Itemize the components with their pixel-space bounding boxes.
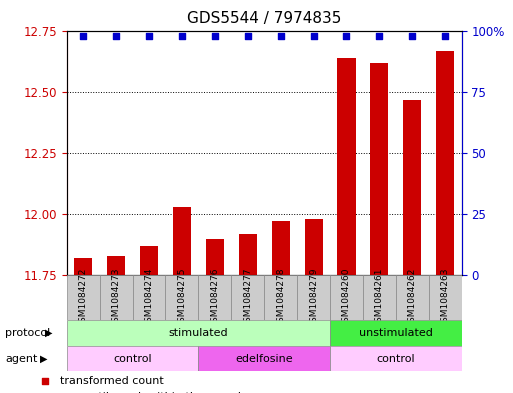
Bar (107, 255, 125, 275)
Bar (403, 100, 421, 275)
Text: GSM1084277: GSM1084277 (243, 268, 252, 328)
Text: GSM1084272: GSM1084272 (78, 268, 88, 328)
Point (342, 33, 350, 39)
Bar (338, 58, 356, 275)
Bar (231, 275, 264, 320)
Text: GSM1084276: GSM1084276 (210, 268, 220, 328)
Point (286, 154, 294, 161)
Point (376, 33, 384, 39)
Bar (173, 207, 191, 275)
Text: agent: agent (5, 354, 37, 364)
Point (286, 296, 294, 302)
Bar (199, 275, 231, 320)
Bar (436, 51, 455, 275)
Point (211, 33, 219, 39)
Text: GSM1084262: GSM1084262 (408, 268, 417, 328)
Bar (297, 275, 330, 320)
Text: percentile rank within the sample: percentile rank within the sample (60, 392, 248, 393)
Point (244, 33, 252, 39)
Text: control: control (113, 354, 152, 364)
Bar (330, 320, 462, 346)
Text: GSM1084274: GSM1084274 (145, 268, 153, 328)
Point (145, 33, 153, 39)
Point (277, 33, 285, 39)
Bar (264, 275, 297, 320)
Bar (330, 346, 462, 371)
Bar (165, 275, 199, 320)
Point (178, 33, 186, 39)
Bar (429, 275, 462, 320)
Bar (330, 275, 363, 320)
Point (79, 33, 87, 39)
Point (408, 33, 417, 39)
Text: GSM1084279: GSM1084279 (309, 268, 318, 328)
Text: GSM1084260: GSM1084260 (342, 268, 351, 328)
Text: ▶: ▶ (40, 354, 47, 364)
Bar (132, 275, 165, 320)
Bar (305, 219, 323, 275)
Text: GSM1084273: GSM1084273 (111, 268, 121, 328)
Bar (239, 234, 257, 275)
Text: edelfosine: edelfosine (235, 354, 293, 364)
Bar (74, 258, 92, 275)
Text: GSM1084263: GSM1084263 (441, 268, 450, 328)
Bar (140, 246, 158, 275)
Bar (271, 222, 290, 275)
Bar (199, 346, 330, 371)
Bar (67, 275, 100, 320)
Text: GSM1084261: GSM1084261 (375, 268, 384, 328)
Text: GSM1084275: GSM1084275 (177, 268, 186, 328)
Text: stimulated: stimulated (169, 328, 228, 338)
Bar (67, 346, 199, 371)
Text: control: control (377, 354, 415, 364)
Point (441, 33, 449, 39)
Text: ▶: ▶ (45, 328, 52, 338)
Bar (206, 239, 224, 275)
Text: unstimulated: unstimulated (359, 328, 433, 338)
Bar (67, 320, 330, 346)
Text: GSM1084278: GSM1084278 (276, 268, 285, 328)
Text: transformed count: transformed count (60, 376, 164, 386)
Point (112, 33, 120, 39)
Point (309, 33, 318, 39)
Title: GDS5544 / 7974835: GDS5544 / 7974835 (187, 11, 341, 26)
Bar (363, 275, 396, 320)
Bar (370, 63, 388, 275)
Text: protocol: protocol (5, 328, 50, 338)
Bar (396, 275, 429, 320)
Bar (100, 275, 132, 320)
